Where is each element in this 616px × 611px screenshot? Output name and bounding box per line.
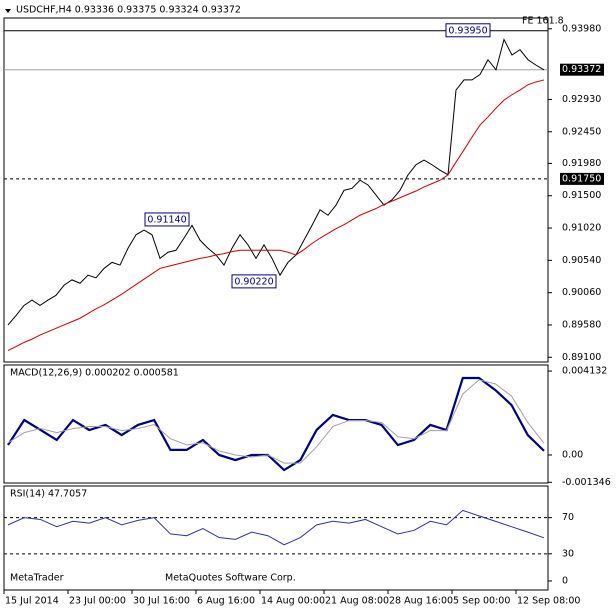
y-tick-label: 0.92930 — [562, 94, 601, 105]
series-line — [7, 38, 545, 326]
panel-frame — [3, 17, 549, 363]
y-tick-label: 0 — [562, 575, 568, 586]
time-label: 15 Jul 2014 — [5, 596, 59, 607]
rsi-title: RSI(14) 47.7057 — [10, 489, 87, 500]
series-line — [7, 376, 545, 472]
y-tick-label: 0.91020 — [562, 223, 601, 234]
time-label: 12 Sep 08:00 — [517, 596, 580, 607]
y-tick-label: 0.90540 — [562, 255, 601, 266]
time-label: 23 Jul 00:00 — [69, 596, 126, 607]
annotation-label: 0.91140 — [147, 214, 186, 225]
menu-arrow — [5, 9, 11, 13]
y-tick-label: 0.93980 — [562, 23, 601, 34]
level-label: 0.93372 — [562, 64, 601, 75]
macd-title: MACD(12,26,9) 0.000202 0.000581 — [10, 368, 179, 379]
series-line — [7, 509, 545, 546]
panel-frame — [3, 485, 549, 591]
series-line — [7, 379, 545, 464]
footer-left: MetaTrader — [10, 573, 64, 584]
annotation-box — [231, 274, 277, 289]
y-tick-label: 0.004132 — [562, 366, 607, 377]
level-tag — [560, 172, 604, 185]
panel-frame — [3, 364, 549, 484]
annotation-label: 0.93950 — [448, 25, 487, 36]
y-tick-label: 0.00 — [562, 449, 583, 460]
level-label: 0.91750 — [562, 173, 601, 184]
y-tick-label: 0.89100 — [562, 352, 601, 363]
time-label: 5 Sep 00:00 — [453, 596, 510, 607]
y-tick-label: 0.90060 — [562, 287, 601, 298]
time-label: 21 Aug 08:00 — [325, 596, 389, 607]
price-title: USDCHF,H4 0.93336 0.93375 0.93324 0.9337… — [16, 5, 241, 16]
y-tick-label: 0.91500 — [562, 190, 601, 201]
y-tick-label: 70 — [562, 512, 574, 523]
annotation-box — [445, 23, 491, 38]
time-label: 6 Aug 16:00 — [197, 596, 255, 607]
annotation-box — [144, 212, 190, 227]
fibo-label: FE 161.8 — [522, 16, 564, 27]
y-tick-label: 30 — [562, 548, 574, 559]
series-line — [7, 79, 545, 352]
time-label: 30 Jul 16:00 — [133, 596, 190, 607]
level-tag — [560, 63, 604, 76]
time-label: 28 Aug 16:00 — [389, 596, 453, 607]
y-tick-label: -0.001346 — [562, 477, 611, 488]
annotation-label: 0.90220 — [234, 276, 273, 287]
time-label: 14 Aug 00:00 — [261, 596, 325, 607]
footer-right: MetaQuotes Software Corp. — [165, 573, 296, 584]
y-tick-label: 0.89580 — [562, 319, 601, 330]
y-tick-label: 0.91980 — [562, 158, 601, 169]
y-tick-label: 0.92450 — [562, 126, 601, 137]
